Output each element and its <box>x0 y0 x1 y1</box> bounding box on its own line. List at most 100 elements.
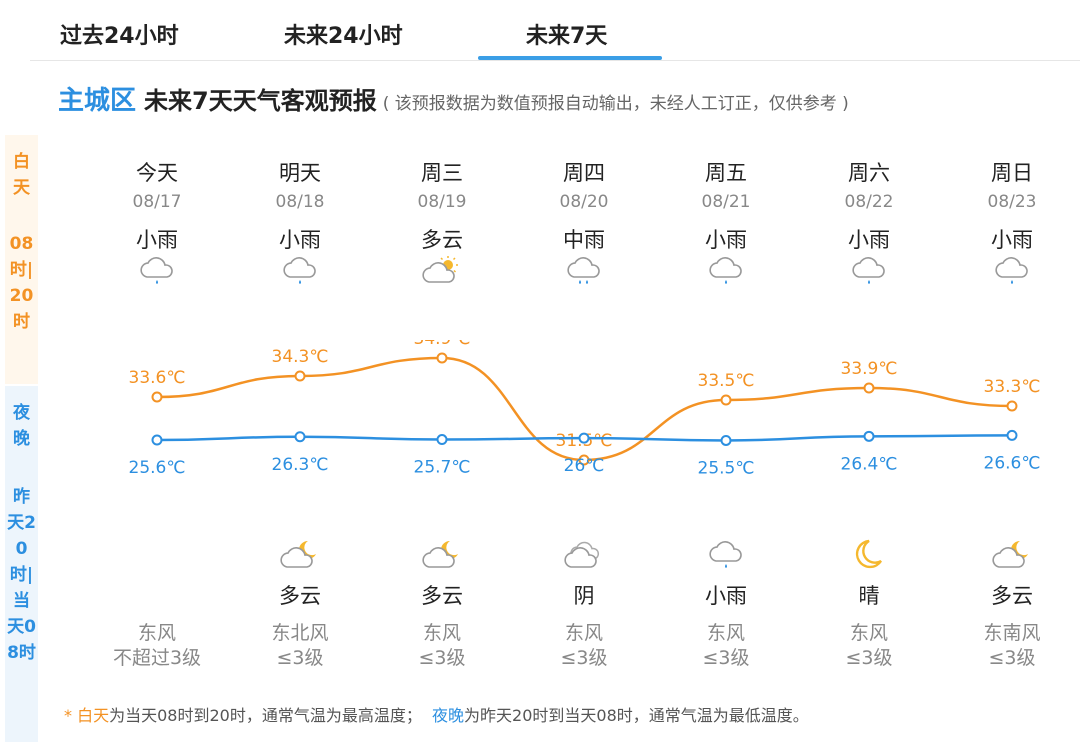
high-temp-label: 33.3℃ <box>984 377 1041 397</box>
wind-level: ≤3级 <box>702 647 750 669</box>
day-name: 明天 <box>279 161 321 185</box>
day-name: 周四 <box>563 161 605 185</box>
daytime-side-label: 白天 08时|20时 <box>5 135 38 384</box>
high-temp-label: 34.3℃ <box>272 347 329 367</box>
day-name: 周三 <box>421 161 463 185</box>
low-temp-point <box>436 434 448 446</box>
forecast-tabs: 过去24小时 未来24小时 未来7天 <box>30 0 1080 61</box>
wind-direction: 东北风 <box>271 622 329 644</box>
low-temp-label: 26.6℃ <box>984 453 1041 473</box>
high-temp-point <box>720 394 732 406</box>
low-temp-label: 26.3℃ <box>272 455 329 475</box>
night-weather: 晴 <box>858 584 880 608</box>
page-title: 未来7天天气客观预报 <box>144 87 377 115</box>
rain-cloud-icon <box>666 253 786 289</box>
high-temp-point <box>294 370 306 382</box>
low-temp-label: 25.6℃ <box>129 458 186 478</box>
day-name: 周日 <box>991 161 1033 185</box>
wind-level: ≤3级 <box>276 647 324 669</box>
night-weather: 多云 <box>991 584 1033 608</box>
disclaimer-note: ( 该预报数据为数值预报自动输出，未经人工订正，仅供参考 ) <box>382 94 849 114</box>
low-temp-point <box>578 432 590 444</box>
wind-direction: 东风 <box>564 622 603 644</box>
day-date: 08/21 <box>701 192 751 212</box>
wind-direction: 东南风 <box>983 622 1041 644</box>
moderate-rain-icon <box>524 253 644 289</box>
low-temp-label: 25.5℃ <box>698 458 755 478</box>
footnote-day-text: 为当天08时到20时，通常气温为最高温度； <box>109 706 422 725</box>
overcast-cloud-icon <box>524 537 644 573</box>
footnote: * 白天为当天08时到20时，通常气温为最高温度； 夜晚为昨天20时到当天08时… <box>64 702 809 726</box>
rain-cloud-icon <box>97 253 217 289</box>
high-temp-label: 33.5℃ <box>698 371 755 391</box>
low-temp-point <box>863 430 875 442</box>
daytime-label: 白天 <box>13 152 30 198</box>
day-date: 08/20 <box>559 192 609 212</box>
footnote-day-term: 白天 <box>77 706 110 725</box>
daytime-range: 08时|20时 <box>9 234 34 332</box>
cloudy-sun-icon <box>382 253 502 289</box>
night-weather: 小雨 <box>705 584 747 608</box>
night-side-label: 夜晚 昨天20时|当天08时 <box>5 386 38 742</box>
day-date: 08/17 <box>132 192 182 212</box>
low-temp-point <box>294 431 306 443</box>
low-temp-label: 25.7℃ <box>414 458 471 478</box>
day-weather: 多云 <box>421 228 463 252</box>
rain-cloud-icon <box>240 253 360 289</box>
tab-next-24h[interactable]: 未来24小时 <box>284 24 403 49</box>
high-temp-point <box>1006 400 1018 412</box>
rain-cloud-icon <box>952 253 1072 289</box>
night-weather: 阴 <box>573 584 595 608</box>
wind-level: ≤3级 <box>560 647 608 669</box>
day-weather: 小雨 <box>991 228 1033 252</box>
night-weather: 多云 <box>279 584 321 608</box>
high-temp-point <box>151 391 163 403</box>
wind-level: 不超过3级 <box>112 647 202 669</box>
wind-direction: 东风 <box>422 622 461 644</box>
footnote-star: * <box>64 706 78 725</box>
wind-level: ≤3级 <box>845 647 893 669</box>
cloudy-moon-icon <box>382 537 502 573</box>
night-range: 昨天20时|当天08时 <box>7 487 36 663</box>
low-temp-label: 26.4℃ <box>841 454 898 474</box>
day-date: 08/23 <box>987 192 1037 212</box>
day-name: 今天 <box>136 161 178 185</box>
day-weather: 小雨 <box>705 228 747 252</box>
high-temp-point <box>578 454 590 466</box>
cloudy-moon-icon <box>240 537 360 573</box>
tab-next-7d[interactable]: 未来7天 <box>526 24 608 49</box>
tab-past-24h[interactable]: 过去24小时 <box>60 24 179 49</box>
moon-icon <box>809 537 929 573</box>
footnote-night-text: 为昨天20时到当天08时，通常气温为最低温度。 <box>464 706 809 725</box>
wind-level: ≤3级 <box>418 647 466 669</box>
day-name: 周五 <box>705 161 747 185</box>
wind-direction: 东风 <box>706 622 745 644</box>
cloudy-moon-icon <box>952 537 1072 573</box>
wind-level: ≤3级 <box>988 647 1036 669</box>
temperature-chart: 33.6℃34.3℃34.9℃31.5℃33.5℃33.9℃33.3℃25.6℃… <box>129 340 1041 478</box>
high-temp-point <box>436 352 448 364</box>
day-weather: 小雨 <box>848 228 890 252</box>
footnote-night-term: 夜晚 <box>432 706 465 725</box>
rain-cloud-icon <box>809 253 929 289</box>
night-weather: 多云 <box>421 584 463 608</box>
day-date: 08/22 <box>844 192 894 212</box>
day-weather: 小雨 <box>279 228 321 252</box>
night-label: 夜晚 <box>13 403 30 449</box>
high-temp-label: 33.9℃ <box>841 359 898 379</box>
day-weather: 中雨 <box>563 228 605 252</box>
wind-direction: 东风 <box>849 622 888 644</box>
wind-direction: 东风 <box>137 622 176 644</box>
city-name: 主城区 <box>58 86 137 116</box>
active-tab-indicator <box>478 56 662 60</box>
day-name: 周六 <box>848 161 890 185</box>
day-date: 08/19 <box>417 192 467 212</box>
high-temp-label: 34.9℃ <box>414 340 471 349</box>
low-temp-label: 26℃ <box>564 456 605 476</box>
high-temp-label: 33.6℃ <box>129 368 186 388</box>
high-temp-point <box>863 382 875 394</box>
low-temp-point <box>1006 429 1018 441</box>
day-date: 08/18 <box>275 192 325 212</box>
page-heading: 主城区 未来7天天气客观预报( 该预报数据为数值预报自动输出，未经人工订正，仅供参… <box>58 80 849 117</box>
day-weather: 小雨 <box>136 228 178 252</box>
